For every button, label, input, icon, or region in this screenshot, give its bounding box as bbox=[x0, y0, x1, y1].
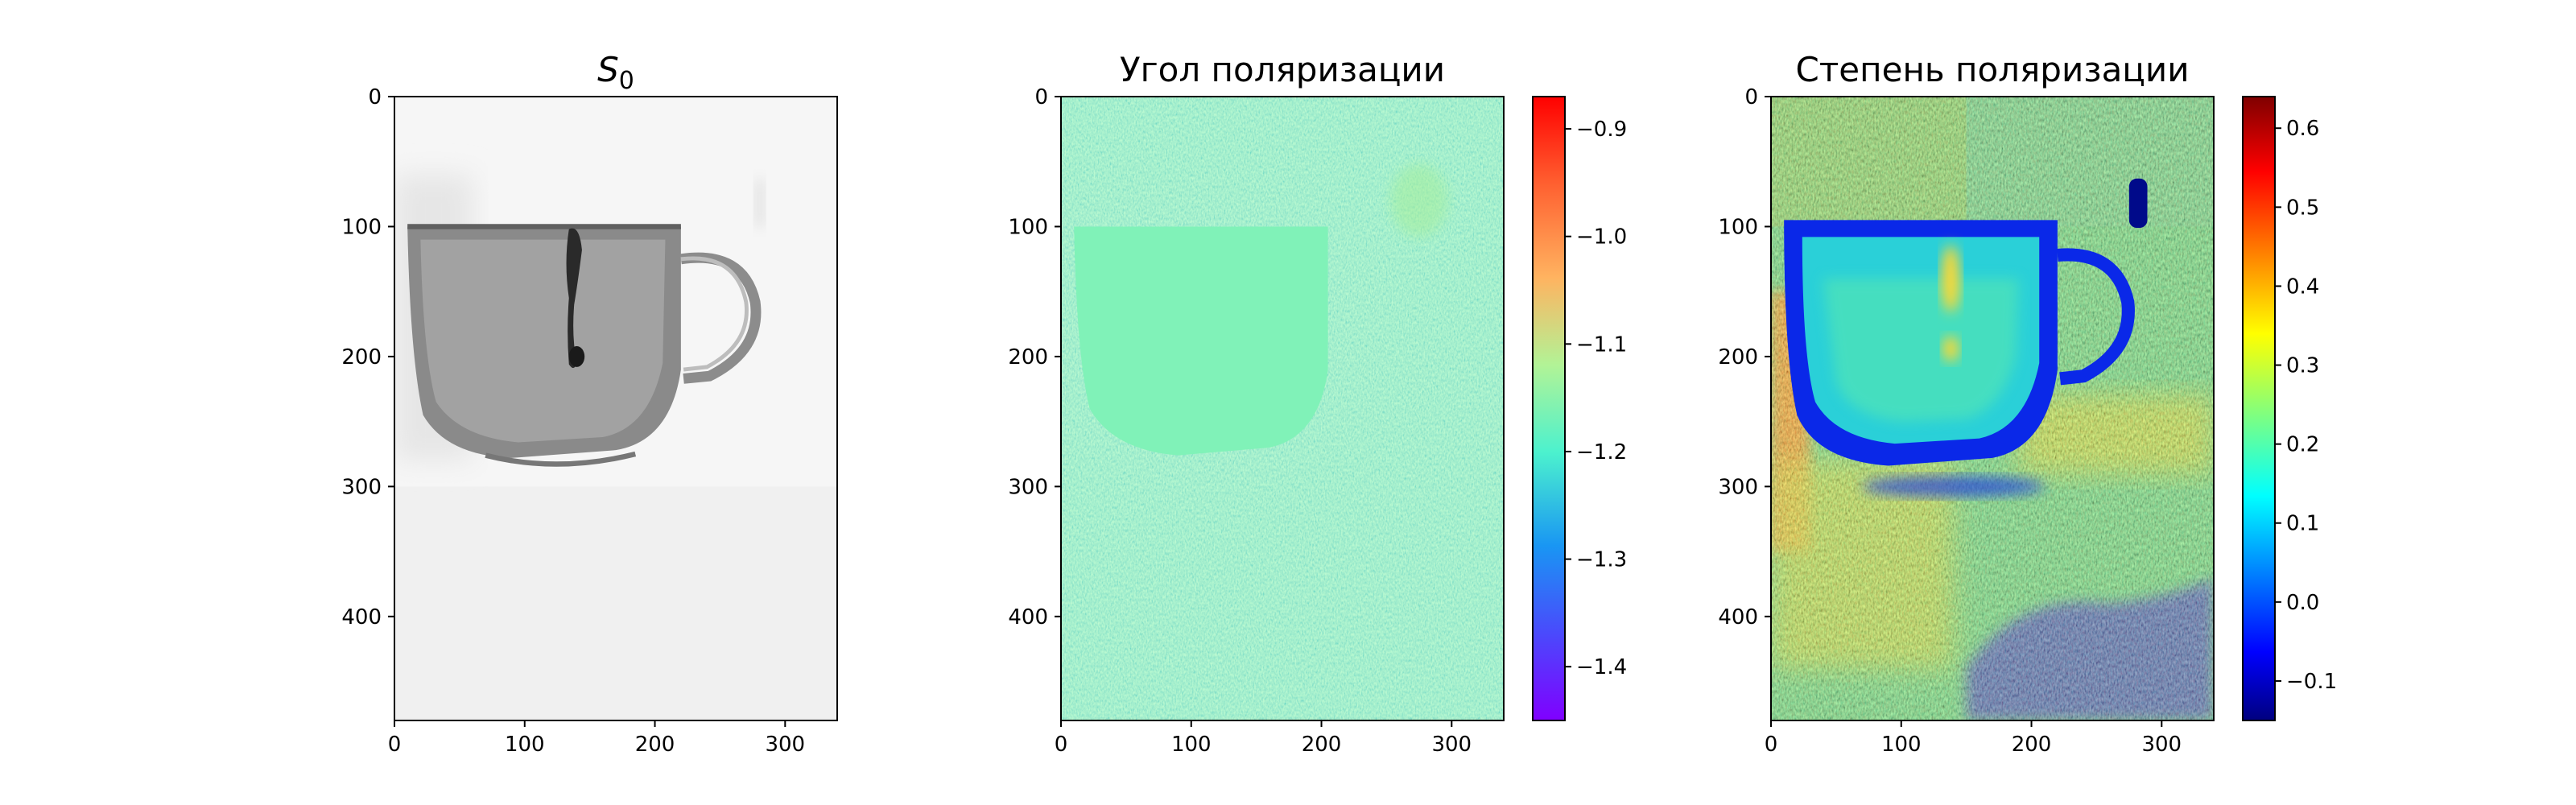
x-tick-label: 100 bbox=[505, 733, 545, 757]
s0-title: S0 bbox=[597, 50, 634, 95]
x-tick-label: 200 bbox=[2012, 733, 2052, 757]
colorbar-tick-label: 0.3 bbox=[2286, 354, 2319, 378]
x-tick-label: 0 bbox=[1765, 733, 1778, 757]
colorbar-tick-label: 0.5 bbox=[2286, 196, 2319, 220]
y-tick-label: 100 bbox=[1718, 215, 1758, 239]
y-tick-label: 100 bbox=[341, 215, 382, 239]
y-tick-label: 200 bbox=[1718, 345, 1758, 369]
y-tick-label: 300 bbox=[341, 475, 382, 499]
y-tick-label: 400 bbox=[1008, 605, 1048, 630]
x-tick-label: 300 bbox=[2141, 733, 2182, 757]
colorbar-tick-label: 0.2 bbox=[2286, 433, 2319, 457]
x-tick-label: 0 bbox=[1055, 733, 1068, 757]
colorbar-tick-label: 0.0 bbox=[2286, 591, 2319, 615]
angle-axes-frame bbox=[1060, 96, 1505, 721]
colorbar-tick-label: −0.9 bbox=[1576, 118, 1627, 142]
y-tick-label: 0 bbox=[1034, 85, 1048, 109]
y-tick-label: 400 bbox=[1718, 605, 1758, 630]
colorbar-tick-label: 0.4 bbox=[2286, 275, 2319, 299]
colorbar-tick-label: 0.6 bbox=[2286, 117, 2319, 141]
x-tick-label: 300 bbox=[765, 733, 805, 757]
panel-degree-of-polarization: 0 100 200 300 0 100 200 300 400 Степень поляриза… bbox=[1718, 50, 2337, 757]
y-tick-label: 100 bbox=[1008, 215, 1048, 239]
x-tick-label: 0 bbox=[388, 733, 402, 757]
x-tick-label: 100 bbox=[1881, 733, 1922, 757]
colorbar-tick-label: −1.1 bbox=[1576, 332, 1627, 357]
colorbar-tick-label: −1.3 bbox=[1576, 548, 1627, 572]
degree-image bbox=[1771, 97, 2214, 720]
s0-image bbox=[394, 97, 837, 720]
panel-s0: 0 100 200 300 0 100 200 300 400 S0 bbox=[341, 50, 838, 757]
angle-colorbar bbox=[1532, 96, 1566, 721]
colorbar-tick-label: −1.4 bbox=[1576, 655, 1627, 679]
y-tick-label: 0 bbox=[1744, 85, 1758, 109]
panel-polarization-angle: 0 100 200 300 0 100 200 300 400 Угол поляризации… bbox=[1008, 50, 1627, 757]
degree-title: Степень поляризации bbox=[1796, 50, 2190, 89]
y-tick-label: 300 bbox=[1008, 475, 1048, 499]
x-tick-label: 100 bbox=[1171, 733, 1212, 757]
angle-title: Угол поляризации bbox=[1120, 50, 1445, 89]
s0-axes-frame bbox=[394, 96, 838, 721]
y-tick-label: 200 bbox=[341, 345, 382, 369]
colorbar-tick-label: −1.0 bbox=[1576, 225, 1627, 250]
angle-image bbox=[1061, 97, 1504, 720]
y-tick-label: 0 bbox=[368, 85, 382, 109]
x-tick-label: 300 bbox=[1431, 733, 1472, 757]
y-tick-label: 400 bbox=[341, 605, 382, 630]
y-tick-label: 200 bbox=[1008, 345, 1048, 369]
colorbar-tick-label: −1.2 bbox=[1576, 440, 1627, 464]
y-tick-label: 300 bbox=[1718, 475, 1758, 499]
colorbar-tick-label: 0.1 bbox=[2286, 512, 2319, 536]
x-tick-label: 200 bbox=[1302, 733, 1342, 757]
x-tick-label: 200 bbox=[635, 733, 675, 757]
degree-colorbar bbox=[2242, 96, 2276, 721]
colorbar-tick-label: −0.1 bbox=[2286, 670, 2337, 694]
degree-axes-frame bbox=[1770, 96, 2215, 721]
